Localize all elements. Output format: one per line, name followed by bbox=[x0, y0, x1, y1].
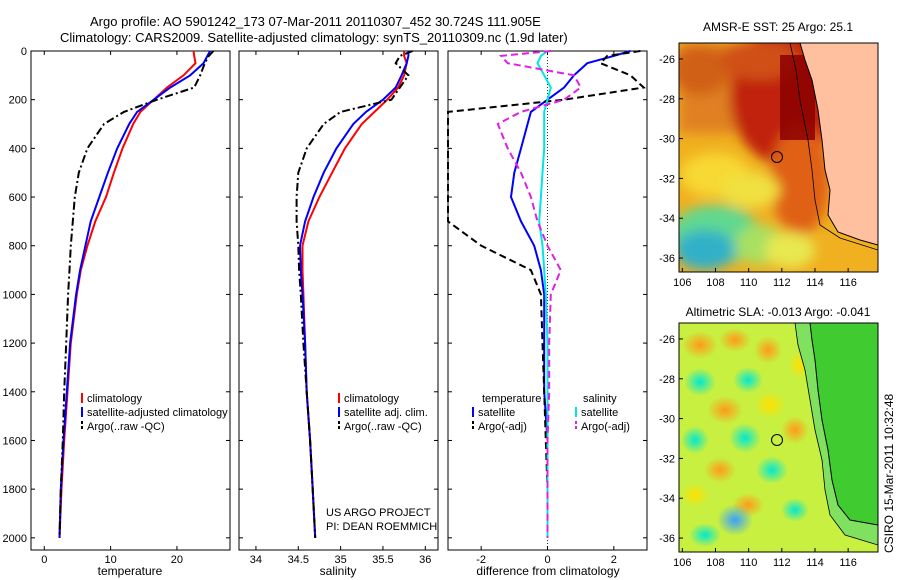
salinity-xlabel: salinity bbox=[320, 564, 357, 578]
depth-tick-label: 0 bbox=[21, 46, 27, 58]
sla-argo-location-marker bbox=[771, 434, 783, 446]
sla-lon-tick-label: 108 bbox=[706, 557, 724, 569]
depth-tick-label: 600 bbox=[9, 192, 27, 204]
depth-tick-label: 2000 bbox=[3, 533, 27, 545]
salinity-legend-item-label: satellite adj. clim. bbox=[344, 407, 428, 419]
temperature-panel: temperature bbox=[30, 50, 231, 578]
sla-lat-tick-label: -26 bbox=[659, 334, 675, 346]
sst-lat-tick-label: -28 bbox=[659, 94, 675, 106]
salinity-series-argo-raw-qc- bbox=[295, 50, 413, 538]
difference-series-salinity-satellite bbox=[536, 50, 552, 538]
sst-lat-tick-label: -36 bbox=[659, 253, 675, 265]
sst-lat-tick-label: -30 bbox=[659, 134, 675, 146]
diff-legend-temperature-label: satellite bbox=[478, 407, 515, 419]
sla-map-frame bbox=[678, 322, 879, 553]
temperature-series-climatology bbox=[58, 50, 197, 538]
diff-legend-salinity-label: satellite bbox=[581, 407, 618, 419]
salinity-axes-frame bbox=[238, 50, 439, 551]
depth-tick-label: 1200 bbox=[3, 338, 27, 350]
sst-lat-tick-label: -26 bbox=[659, 54, 675, 66]
annotation-project: US ARGO PROJECT bbox=[326, 507, 431, 519]
salinity-xtick-label: 36 bbox=[419, 554, 431, 566]
sla-map-image bbox=[679, 323, 878, 552]
temperature-legend-item-label: climatology bbox=[87, 393, 143, 405]
salinity-legend-item-label: Argo(..raw -QC) bbox=[344, 421, 422, 433]
difference-xlabel: difference from climatology bbox=[476, 564, 619, 578]
temperature-series-satellite-adjusted-climatology bbox=[58, 50, 211, 538]
diff-legend-salinity-label: Argo(-adj) bbox=[581, 421, 630, 433]
difference-xtick-label: 0 bbox=[544, 554, 550, 566]
sst-lon-tick-label: 114 bbox=[806, 277, 824, 289]
temperature-legend-item-label: satellite-adjusted climatology bbox=[87, 407, 228, 419]
sst-lat-tick-label: -32 bbox=[659, 173, 675, 185]
sla-lon-tick-label: 116 bbox=[839, 557, 857, 569]
difference-xtick-label: 2 bbox=[611, 554, 617, 566]
sla-lon-tick-label: 110 bbox=[740, 557, 758, 569]
sst-map-frame bbox=[678, 42, 879, 273]
temperature-axes-frame bbox=[30, 50, 231, 551]
sla-land bbox=[810, 323, 878, 525]
temperature-xtick-label: 20 bbox=[171, 554, 183, 566]
sst-lon-tick-label: 112 bbox=[773, 277, 791, 289]
sst-map-title: AMSR-E SST: 25 Argo: 25.1 bbox=[703, 20, 853, 34]
chart-marks: 0 10 2002004006008001000120014001600180020… bbox=[3, 46, 857, 569]
temperature-legend-item-label: Argo(..raw -QC) bbox=[87, 421, 165, 433]
sst-lat-tick-label: -34 bbox=[659, 213, 675, 225]
depth-tick-label: 400 bbox=[9, 143, 27, 155]
temperature-xtick-label: 0 bbox=[41, 554, 47, 566]
diff-legend-header-salinity: salinity bbox=[583, 393, 617, 405]
sla-lon-tick-label: 106 bbox=[673, 557, 691, 569]
sst-lon-tick-label: 116 bbox=[839, 277, 857, 289]
figure-title-line1: Argo profile: AO 5901242_173 07-Mar-2011… bbox=[90, 14, 541, 29]
sst-land bbox=[800, 43, 878, 245]
side-timestamp-label: CSIRO 15-Mar-2011 10:32:48 bbox=[882, 393, 896, 553]
sla-lat-tick-label: -36 bbox=[659, 533, 675, 545]
difference-series-temperature-satellite bbox=[509, 50, 631, 538]
depth-tick-label: 1000 bbox=[3, 289, 27, 301]
depth-tick-label: 1800 bbox=[3, 484, 27, 496]
salinity-series-satellite-adj-clim- bbox=[298, 51, 410, 538]
depth-tick-label: 200 bbox=[9, 95, 27, 107]
temperature-series-argo-raw-qc- bbox=[58, 50, 215, 538]
figure-title-line2: Climatology: CARS2009. Satellite-adjuste… bbox=[60, 30, 568, 45]
depth-tick-label: 1400 bbox=[3, 387, 27, 399]
sst-lon-tick-label: 108 bbox=[706, 277, 724, 289]
diff-legend-header-temperature: temperature bbox=[482, 393, 541, 405]
sst-map-image bbox=[679, 43, 878, 272]
depth-tick-label: 800 bbox=[9, 241, 27, 253]
difference-xtick-label: -2 bbox=[476, 554, 486, 566]
salinity-xtick-label: 35.5 bbox=[372, 554, 393, 566]
salinity-xtick-label: 34 bbox=[250, 554, 262, 566]
sst-argo-location-marker bbox=[771, 151, 783, 163]
salinity-panel: salinity US ARGO PROJECT PI: DEAN ROEMMI… bbox=[238, 50, 439, 578]
sla-lon-tick-label: 112 bbox=[773, 557, 791, 569]
sla-lat-tick-label: -34 bbox=[659, 493, 675, 505]
temperature-xtick-label: 10 bbox=[104, 554, 116, 566]
difference-series-salinity-argo-adj- bbox=[496, 50, 582, 538]
sst-map: AMSR-E SST: 25 Argo: 25.1 bbox=[678, 20, 879, 273]
diff-legend-temperature-label: Argo(-adj) bbox=[478, 421, 527, 433]
sla-lon-tick-label: 114 bbox=[806, 557, 824, 569]
sla-lat-tick-label: -30 bbox=[659, 414, 675, 426]
sst-lon-tick-label: 106 bbox=[673, 277, 691, 289]
salinity-legend-item-label: climatology bbox=[344, 393, 400, 405]
sla-lat-tick-label: -32 bbox=[659, 453, 675, 465]
sla-map: Altimetric SLA: -0.013 Argo: -0.041 bbox=[678, 305, 879, 553]
difference-series-temperature-argo-adj- bbox=[447, 50, 646, 538]
sla-lat-tick-label: -28 bbox=[659, 374, 675, 386]
annotation-pi: PI: DEAN ROEMMICH bbox=[326, 521, 437, 533]
salinity-xtick-label: 34.5 bbox=[288, 554, 309, 566]
salinity-xtick-label: 35 bbox=[334, 554, 346, 566]
depth-tick-label: 1600 bbox=[3, 435, 27, 447]
sst-lon-tick-label: 110 bbox=[740, 277, 758, 289]
temperature-xlabel: temperature bbox=[98, 564, 163, 578]
sla-map-title: Altimetric SLA: -0.013 Argo: -0.041 bbox=[686, 305, 871, 319]
